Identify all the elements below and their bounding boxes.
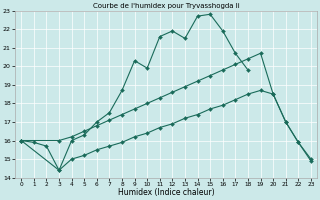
Title: Courbe de l'humidex pour Tryvasshogda Ii: Courbe de l'humidex pour Tryvasshogda Ii [93, 3, 239, 9]
X-axis label: Humidex (Indice chaleur): Humidex (Indice chaleur) [118, 188, 214, 197]
